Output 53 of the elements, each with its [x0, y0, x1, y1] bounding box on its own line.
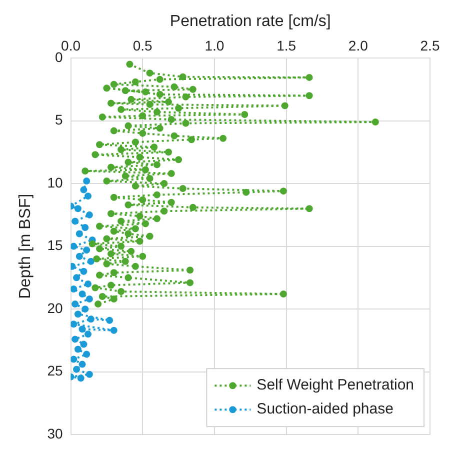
point — [87, 316, 94, 323]
x-tick-label: 0.0 — [61, 37, 81, 54]
x-tick-label: 1.5 — [276, 37, 296, 54]
point — [78, 290, 86, 298]
point — [70, 320, 78, 328]
x-tick-label: 2.0 — [348, 37, 368, 54]
y-tick-label: 15 — [47, 237, 63, 254]
point — [73, 274, 80, 282]
point — [86, 370, 93, 378]
point — [76, 230, 83, 238]
legend-label: Self Weight Penetration — [256, 376, 414, 394]
y-tick-label: 10 — [47, 174, 63, 190]
y-tick-label: 20 — [47, 300, 63, 316]
point — [86, 211, 93, 218]
legend-label: Suction-aided phase — [256, 400, 394, 418]
point — [84, 330, 92, 338]
y-axis-title: Depth [m BSF] — [17, 194, 34, 299]
point — [106, 316, 114, 324]
point — [84, 280, 92, 288]
point — [74, 205, 82, 212]
point — [78, 360, 86, 368]
point — [72, 336, 79, 343]
point — [73, 366, 80, 373]
point — [86, 296, 93, 303]
y-tick-label: 25 — [47, 362, 63, 379]
point — [70, 285, 78, 292]
x-tick-label: 2.5 — [420, 37, 440, 54]
point — [70, 242, 78, 250]
point — [83, 246, 90, 254]
point — [77, 374, 84, 382]
point — [110, 326, 118, 334]
x-tick-label: 0.5 — [132, 37, 153, 54]
point — [87, 258, 94, 265]
x-axis-title: Penetration rate [cm/s] — [170, 13, 331, 30]
point — [84, 192, 92, 200]
y-tick-label: 0 — [54, 48, 63, 65]
point — [72, 218, 79, 225]
point — [80, 186, 88, 194]
point — [80, 268, 88, 275]
point — [70, 356, 78, 363]
point — [78, 326, 86, 333]
point — [72, 300, 79, 308]
point — [74, 346, 82, 353]
point — [83, 178, 90, 185]
point — [82, 306, 89, 313]
point — [83, 350, 90, 358]
x-tick-label: 1.0 — [204, 37, 224, 54]
y-tick-label: 30 — [47, 425, 63, 442]
point — [74, 310, 82, 318]
point — [82, 224, 89, 231]
point — [76, 252, 83, 260]
y-tick-label: 5 — [54, 112, 63, 128]
point — [80, 340, 88, 348]
